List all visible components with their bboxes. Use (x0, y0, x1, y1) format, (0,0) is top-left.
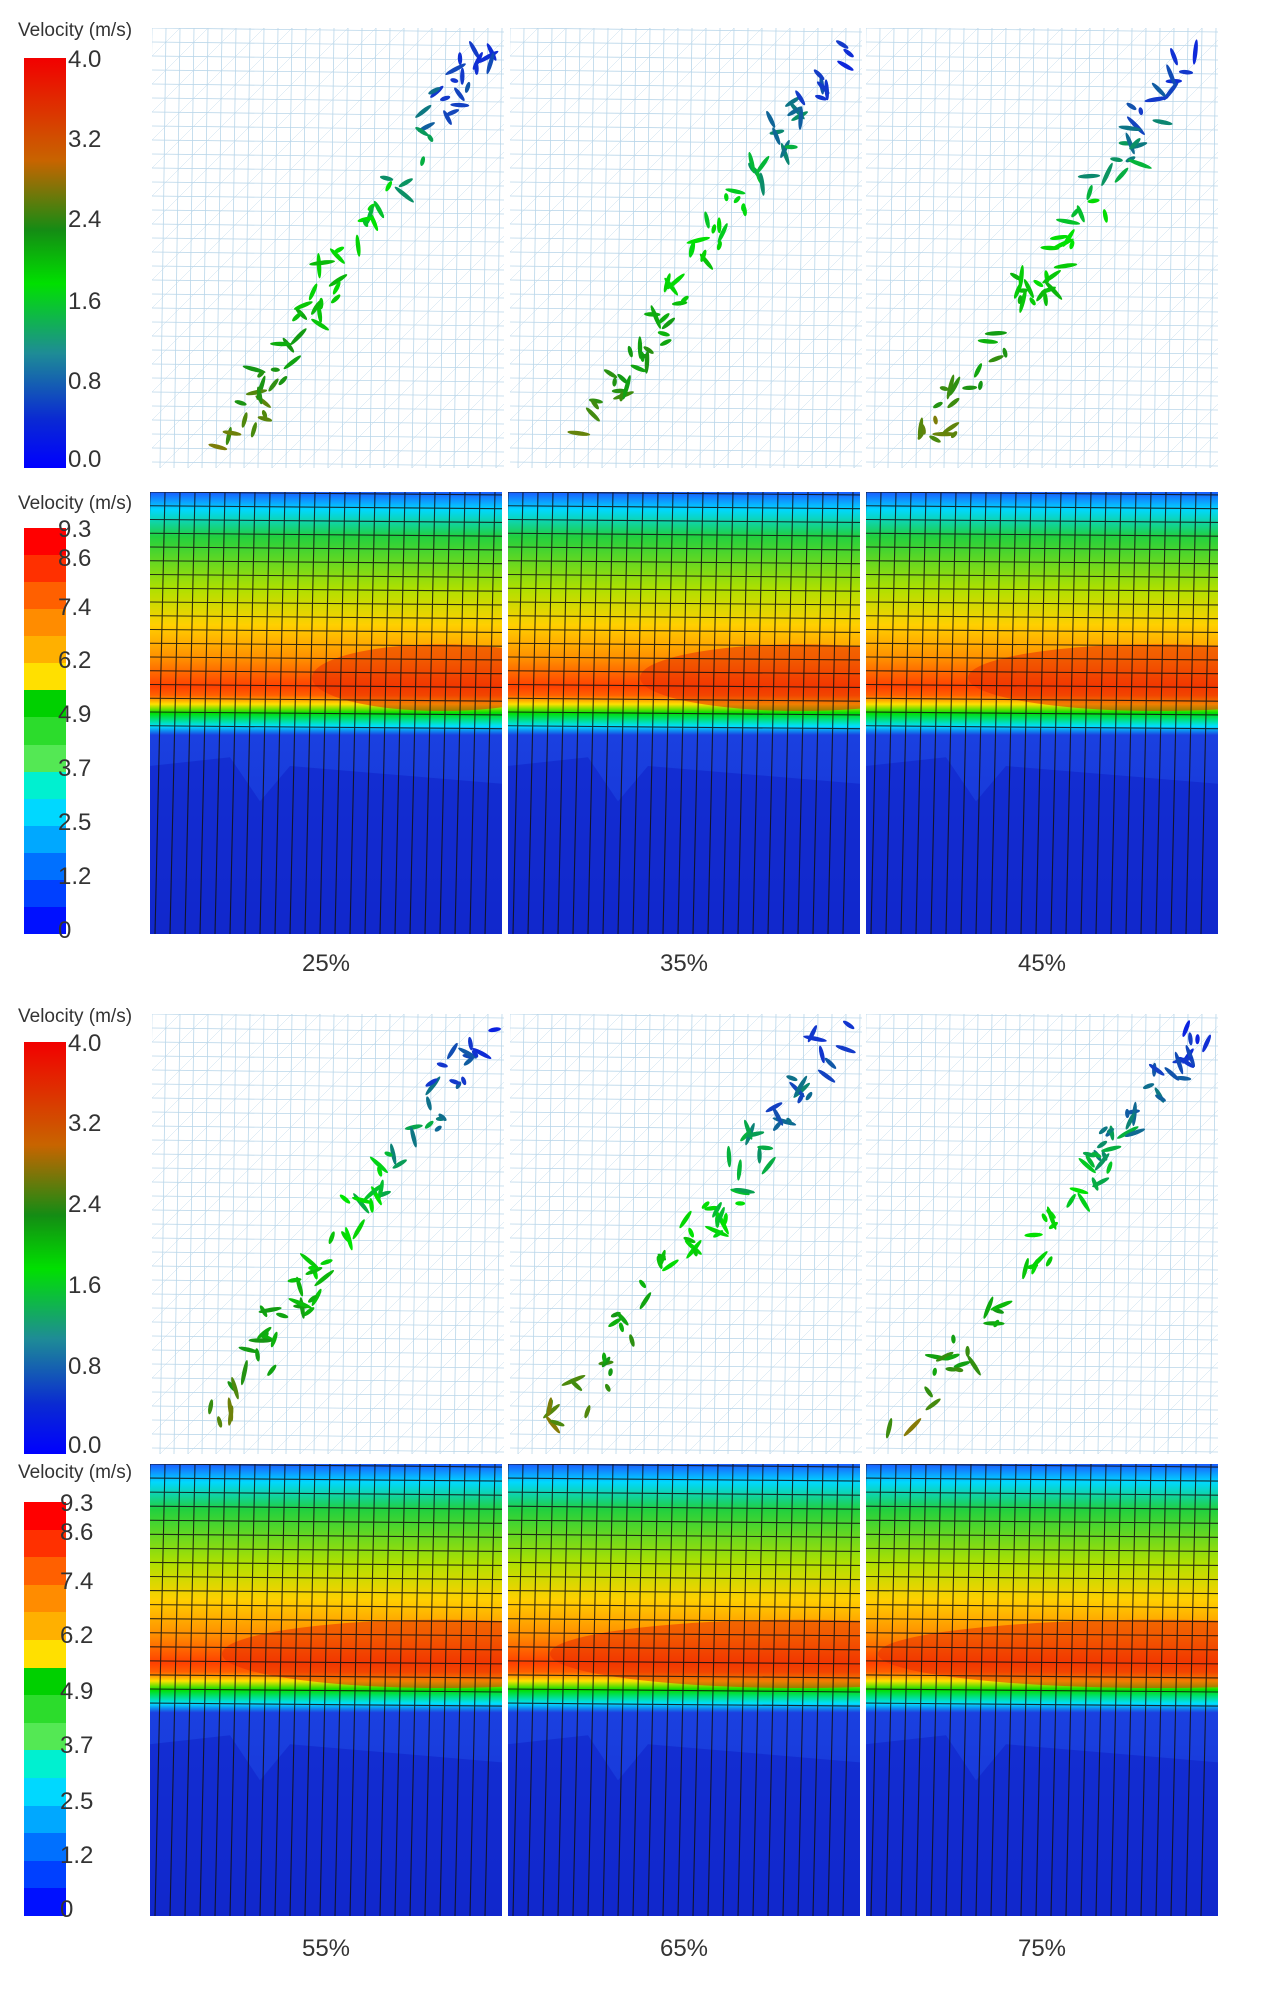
tick-label: 2.4 (68, 1191, 102, 1218)
tick-label: 1.6 (68, 288, 102, 315)
caption-55: 55% (301, 1935, 351, 1962)
tick-label: 9.3 (60, 1490, 94, 1517)
tick-label: 0.0 (68, 1432, 102, 1459)
tick-label: 7.4 (58, 594, 92, 621)
particle-panel-65 (510, 1014, 862, 1454)
tick-label: 0.8 (68, 1353, 102, 1380)
particle-panel-45 (866, 28, 1218, 468)
tick-label: 6.2 (60, 1622, 94, 1649)
tick-label: 3.7 (58, 755, 92, 782)
tick-label: 2.5 (58, 809, 92, 836)
caption-45: 45% (1017, 950, 1067, 977)
tick-label: 0 (60, 1896, 74, 1923)
flow-panel-65 (508, 1464, 860, 1916)
tick-label: 4.0 (68, 46, 102, 73)
particle-panel-55 (152, 1014, 504, 1454)
tick-label: 3.2 (68, 1110, 102, 1137)
tick-label: 4.9 (58, 701, 92, 728)
tick-label: 4.9 (60, 1678, 94, 1705)
particle-panel-75 (866, 1014, 1218, 1454)
colorbar-particles-bottom (24, 1042, 66, 1454)
tick-label: 1.2 (58, 863, 92, 890)
tick-label: 7.4 (60, 1568, 94, 1595)
colorbar-particles-top (24, 58, 66, 468)
legend-title-particles-top: Velocity (m/s) (18, 20, 133, 41)
tick-label: 0.0 (68, 446, 102, 473)
caption-75: 75% (1017, 1935, 1067, 1962)
flow-panel-35 (508, 492, 860, 934)
legend-title-flow-top: Velocity (m/s) (18, 493, 133, 514)
flow-panel-55 (150, 1464, 502, 1916)
tick-label: 0 (58, 917, 72, 944)
tick-label: 2.4 (68, 206, 102, 233)
legend-title-particles-bottom: Velocity (m/s) (18, 1006, 133, 1027)
tick-label: 8.6 (58, 545, 92, 572)
caption-25: 25% (301, 950, 351, 977)
particle-panel-35 (510, 28, 862, 468)
tick-label: 9.3 (58, 516, 92, 543)
tick-label: 8.6 (60, 1519, 94, 1546)
tick-label: 4.0 (68, 1030, 102, 1057)
colorbar-flow-bottom (24, 1502, 66, 1916)
flow-panel-25 (150, 492, 502, 934)
figure-group-bottom: Velocity (m/s) 4.0 3.2 2.4 1.6 0.8 0.0 V… (0, 1000, 1265, 2015)
tick-label: 3.2 (68, 126, 102, 153)
tick-label: 0.8 (68, 368, 102, 395)
tick-label: 1.6 (68, 1272, 102, 1299)
particle-panel-25 (152, 28, 504, 468)
tick-label: 2.5 (60, 1788, 94, 1815)
caption-65: 65% (659, 1935, 709, 1962)
tick-label: 6.2 (58, 647, 92, 674)
flow-panel-45 (866, 492, 1218, 934)
caption-35: 35% (659, 950, 709, 977)
flow-panel-75 (866, 1464, 1218, 1916)
legend-title-flow-bottom: Velocity (m/s) (18, 1462, 133, 1483)
figure-group-top: Velocity (m/s) 4.0 3.2 2.4 1.6 0.8 0.0 V… (0, 0, 1265, 1000)
tick-label: 3.7 (60, 1732, 94, 1759)
tick-label: 1.2 (60, 1842, 94, 1869)
colorbar-flow-top (24, 528, 66, 934)
